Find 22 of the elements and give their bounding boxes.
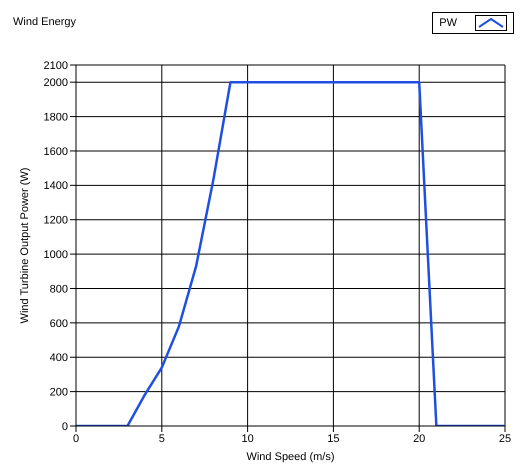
y-tick-label: 1000 <box>44 249 68 261</box>
y-tick-label: 0 <box>62 420 68 433</box>
y-tick-label: 1200 <box>44 214 68 227</box>
legend-label: PW <box>439 17 457 29</box>
x-tick-label: 15 <box>327 432 340 445</box>
y-tick-label: 400 <box>50 352 68 364</box>
y-tick-label: 1600 <box>44 146 68 158</box>
x-tick-label: 20 <box>413 432 426 445</box>
y-tick-label: 1400 <box>44 180 68 192</box>
y-tick-label: 2000 <box>44 77 68 90</box>
x-axis-title: Wind Speed (m/s) <box>246 451 335 463</box>
x-tick-label: 0 <box>72 432 80 445</box>
y-tick-label: 200 <box>50 386 68 399</box>
y-axis-title: Wind Turbine Output Power (W) <box>18 168 31 324</box>
y-tick-label: 2100 <box>44 60 68 72</box>
y-tick-label: 800 <box>50 283 68 296</box>
y-tick-label: 1800 <box>44 111 68 124</box>
x-tick-label: 10 <box>241 432 254 445</box>
x-tick-label: 25 <box>498 432 512 445</box>
y-tick-label: 600 <box>50 318 68 330</box>
chart-title: Wind Energy <box>13 16 76 28</box>
x-tick-label: 5 <box>158 432 165 445</box>
